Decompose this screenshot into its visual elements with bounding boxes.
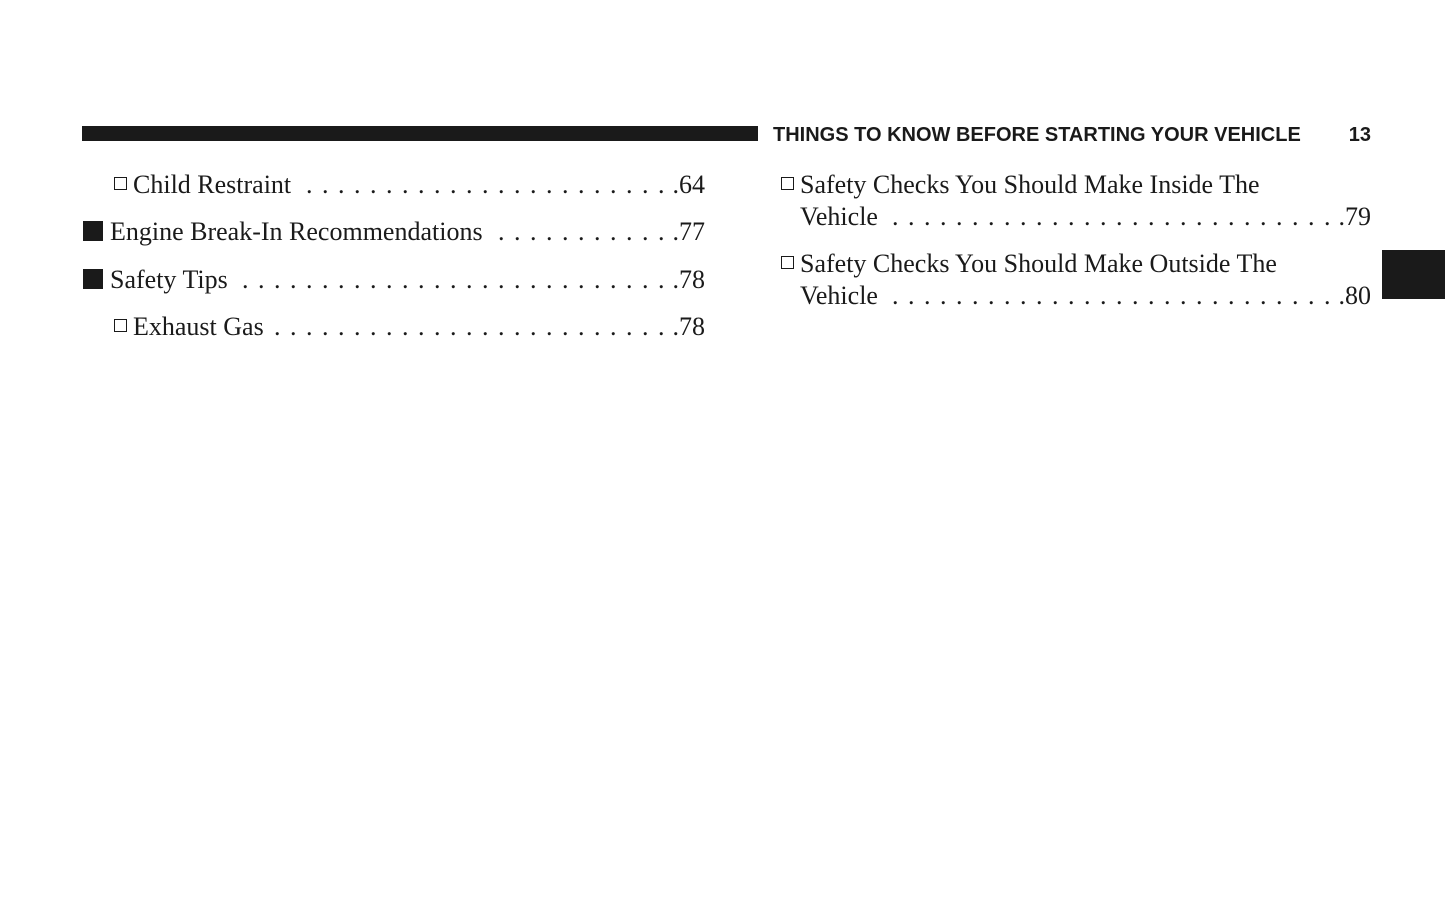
toc-entry-child-restraint[interactable]: Child Restraint .64: [114, 169, 705, 201]
toc-page: .80: [1338, 281, 1372, 310]
toc-label: Engine Break-In Recommendations: [110, 217, 483, 246]
toc-label: Safety Checks You Should Make Inside The: [800, 170, 1260, 199]
dot-leader: [301, 169, 664, 201]
toc-page: .64: [672, 170, 706, 199]
toc-label: Exhaust Gas: [133, 312, 264, 341]
toc-entry-engine-break-in[interactable]: Engine Break-In Recommendations .77: [83, 216, 705, 248]
toc-page: .79: [1338, 202, 1372, 231]
dot-leader: [888, 201, 1331, 233]
page-number: 13: [1348, 124, 1371, 146]
toc-entry-safety-checks-outside[interactable]: Safety Checks You Should Make Outside Th…: [781, 248, 1371, 312]
thumb-tab: [1382, 250, 1445, 299]
hollow-square-bullet-icon: [781, 256, 794, 269]
hollow-square-bullet-icon: [781, 177, 794, 190]
section-title: THINGS TO KNOW BEFORE STARTING YOUR VEHI…: [773, 124, 1301, 146]
toc-page: .78: [672, 312, 706, 341]
running-header: THINGS TO KNOW BEFORE STARTING YOUR VEHI…: [773, 122, 1371, 148]
dot-leader: [238, 264, 665, 296]
toc-page: .77: [672, 217, 706, 246]
toc-entry-exhaust-gas[interactable]: Exhaust Gas .78: [114, 311, 705, 343]
toc-label-continued: Vehicle: [800, 281, 878, 310]
dot-leader: [274, 311, 665, 343]
toc-entry-safety-tips[interactable]: Safety Tips .78: [83, 264, 705, 296]
toc-label: Child Restraint: [133, 170, 292, 199]
hollow-square-bullet-icon: [114, 319, 127, 332]
toc-label-continued: Vehicle: [800, 202, 878, 231]
toc-label: Safety Tips: [110, 265, 228, 294]
header-rule: [82, 126, 758, 141]
dot-leader: [493, 216, 665, 248]
toc-page: .78: [672, 265, 706, 294]
dot-leader: [888, 280, 1331, 312]
filled-square-bullet-icon: [83, 269, 103, 289]
filled-square-bullet-icon: [83, 221, 103, 241]
hollow-square-bullet-icon: [114, 177, 127, 190]
toc-entry-safety-checks-inside[interactable]: Safety Checks You Should Make Inside The…: [781, 169, 1371, 233]
toc-label: Safety Checks You Should Make Outside Th…: [800, 249, 1277, 278]
